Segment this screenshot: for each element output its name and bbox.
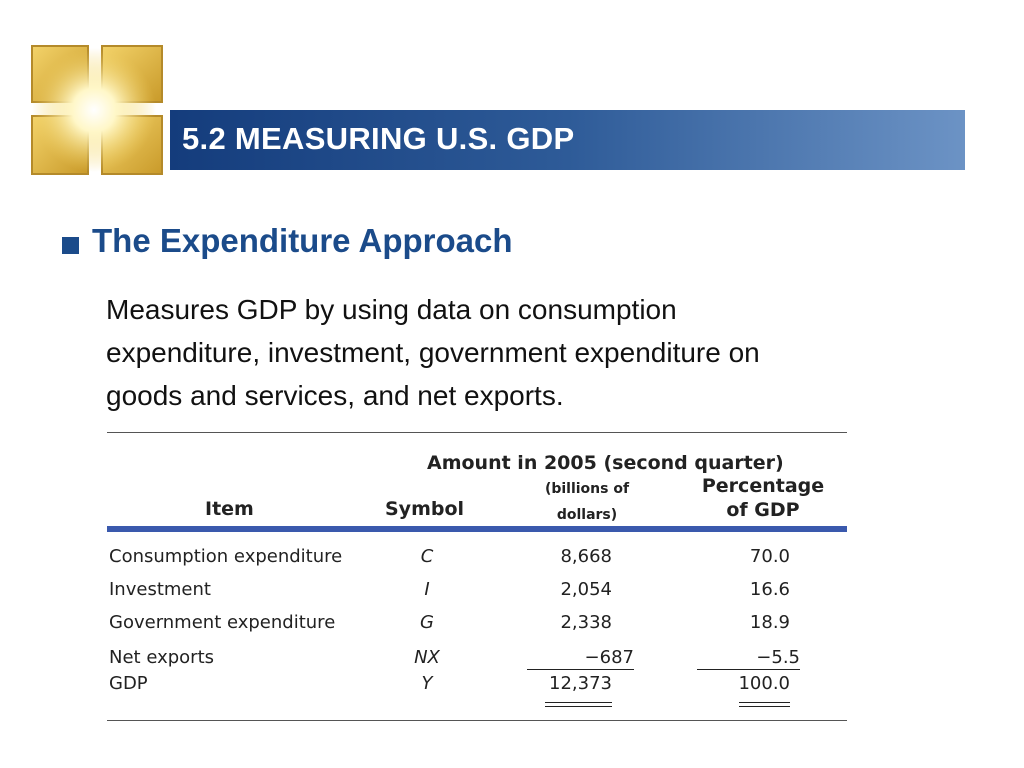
percent-double-underline (739, 702, 790, 707)
row-item: Consumption expenditure (109, 546, 343, 567)
table-row: Investment I 2,054 16.6 (107, 579, 847, 609)
percentage-column-header: Percentage of GDP (697, 474, 829, 522)
row-symbol: NX (414, 647, 440, 668)
row-symbol: Y (421, 673, 433, 694)
table-row: Consumption expenditure C 8,668 70.0 (107, 546, 847, 576)
title-bar: 5.2 MEASURING U.S. GDP (170, 110, 965, 170)
row-symbol: G (420, 612, 434, 633)
row-amount: 2,338 (560, 612, 612, 633)
slide-title: 5.2 MEASURING U.S. GDP (182, 121, 575, 156)
table-top-rule (107, 432, 847, 433)
amount-header-line2: dollars) (556, 507, 618, 523)
row-percent: 18.9 (749, 612, 790, 633)
row-amount: 2,054 (560, 579, 612, 600)
percentage-header-line2: of GDP (726, 499, 800, 521)
amount-column-header: (billions of dollars) (527, 476, 647, 528)
row-symbol: I (424, 579, 430, 600)
row-item: GDP (109, 673, 148, 694)
row-amount: −687 (527, 647, 634, 670)
table-bottom-rule (107, 720, 847, 721)
amount-group-header: Amount in 2005 (second quarter) (427, 452, 784, 474)
bullet-heading-text: The Expenditure Approach (92, 222, 513, 259)
logo-icon (31, 45, 163, 175)
square-bullet-icon (62, 237, 79, 254)
table-header-rule (107, 526, 847, 532)
table-row: Government expenditure G 2,338 18.9 (107, 612, 847, 642)
gdp-table: Amount in 2005 (second quarter) Item Sym… (107, 432, 847, 724)
row-percent: 70.0 (749, 546, 790, 567)
amount-double-underline (545, 702, 612, 707)
table-row: Net exports NX −687 −5.5 (107, 647, 847, 677)
body-paragraph: Measures GDP by using data on consumptio… (106, 288, 936, 417)
body-line: expenditure, investment, government expe… (106, 337, 760, 368)
item-column-header: Item (205, 498, 254, 520)
body-line: Measures GDP by using data on consumptio… (106, 294, 677, 325)
row-symbol: C (420, 546, 434, 567)
row-item: Government expenditure (109, 612, 336, 633)
row-percent: 16.6 (749, 579, 790, 600)
row-percent: 100.0 (738, 673, 790, 694)
row-percent: −5.5 (697, 647, 800, 670)
table-row-total: GDP Y 12,373 100.0 (107, 673, 847, 703)
row-item: Investment (109, 579, 211, 600)
row-amount: 12,373 (549, 673, 612, 694)
body-line: goods and services, and net exports. (106, 380, 564, 411)
amount-header-line1: (billions of (544, 481, 630, 497)
row-item: Net exports (109, 647, 215, 668)
symbol-column-header: Symbol (385, 498, 465, 520)
percentage-header-line1: Percentage (701, 475, 825, 497)
row-amount: 8,668 (560, 546, 612, 567)
